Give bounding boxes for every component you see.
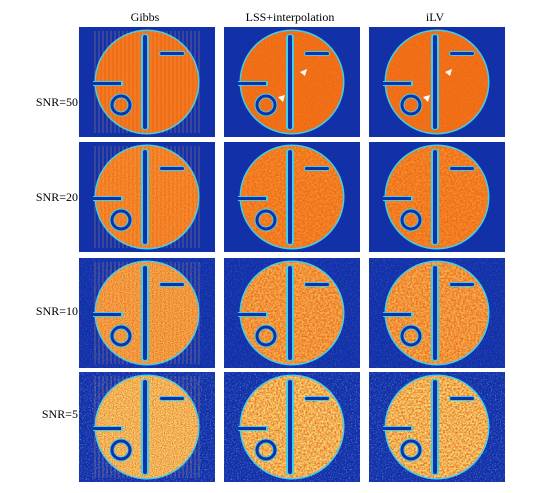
left-notch-snr20-gibbs bbox=[93, 197, 121, 200]
left-notch-snr50-lss bbox=[238, 82, 266, 85]
left-notch-snr10-gibbs bbox=[93, 313, 121, 316]
panel-snr50-gibbs bbox=[79, 27, 215, 137]
horizontal-bar-snr10-ilv bbox=[450, 283, 474, 286]
column-title-gibbs: Gibbs bbox=[130, 10, 160, 24]
small-ring-snr20-lss bbox=[255, 209, 277, 231]
panel-snr50-lss bbox=[224, 27, 360, 137]
arrowhead-lower-snr50-lss bbox=[278, 95, 285, 102]
left-notch-snr5-lss bbox=[238, 427, 266, 430]
horizontal-bar-snr50-lss bbox=[305, 52, 329, 55]
row-label-snr50: SNR=50 bbox=[35, 95, 78, 109]
left-notch-snr50-gibbs bbox=[93, 82, 121, 85]
vertical-slot-snr50-gibbs bbox=[143, 35, 147, 129]
horizontal-bar-snr20-ilv bbox=[450, 167, 474, 170]
vertical-slot-snr20-lss bbox=[288, 150, 292, 244]
vertical-slot-snr20-ilv bbox=[433, 150, 437, 244]
small-ring-snr20-gibbs bbox=[110, 209, 132, 231]
small-ring-snr50-lss bbox=[255, 94, 277, 116]
arrowhead-lower-snr50-ilv bbox=[423, 95, 430, 102]
panel-snr20-lss bbox=[224, 142, 360, 252]
small-ring-snr50-gibbs bbox=[110, 94, 132, 116]
panel-snr10-gibbs bbox=[79, 258, 215, 368]
panel-snr5-ilv bbox=[369, 372, 505, 482]
vertical-slot-snr20-gibbs bbox=[143, 150, 147, 244]
small-ring-snr10-ilv bbox=[400, 325, 422, 347]
left-notch-snr20-lss bbox=[238, 197, 266, 200]
vertical-slot-snr5-gibbs bbox=[143, 380, 147, 474]
small-ring-snr50-ilv bbox=[400, 94, 422, 116]
arrowhead-upper-snr50-ilv bbox=[445, 69, 452, 76]
column-title-lss: LSS+interpolation bbox=[245, 10, 335, 24]
horizontal-bar-snr5-gibbs bbox=[160, 397, 184, 400]
column-title-ilv: iLV bbox=[425, 10, 445, 24]
panel-snr5-lss bbox=[224, 372, 360, 482]
vertical-slot-snr10-lss bbox=[288, 266, 292, 360]
row-label-snr20: SNR=20 bbox=[35, 190, 78, 204]
panel-snr10-ilv bbox=[369, 258, 505, 368]
arrowhead-upper-snr50-lss bbox=[300, 69, 307, 76]
row-label-snr10: SNR=10 bbox=[35, 304, 78, 318]
horizontal-bar-snr5-lss bbox=[305, 397, 329, 400]
horizontal-bar-snr50-ilv bbox=[450, 52, 474, 55]
horizontal-bar-snr10-gibbs bbox=[160, 283, 184, 286]
left-notch-snr5-gibbs bbox=[93, 427, 121, 430]
small-ring-snr5-ilv bbox=[400, 439, 422, 461]
vertical-slot-snr50-ilv bbox=[433, 35, 437, 129]
row-label-snr5: SNR=5 bbox=[41, 407, 78, 421]
vertical-slot-snr10-gibbs bbox=[143, 266, 147, 360]
left-notch-snr20-ilv bbox=[383, 197, 411, 200]
vertical-slot-snr10-ilv bbox=[433, 266, 437, 360]
small-ring-snr5-lss bbox=[255, 439, 277, 461]
panel-snr20-gibbs bbox=[79, 142, 215, 252]
horizontal-bar-snr20-lss bbox=[305, 167, 329, 170]
panel-snr50-ilv bbox=[369, 27, 505, 137]
panel-snr10-lss bbox=[224, 258, 360, 368]
left-notch-snr10-ilv bbox=[383, 313, 411, 316]
small-ring-snr10-lss bbox=[255, 325, 277, 347]
small-ring-snr10-gibbs bbox=[110, 325, 132, 347]
horizontal-bar-snr5-ilv bbox=[450, 397, 474, 400]
small-ring-snr5-gibbs bbox=[110, 439, 132, 461]
horizontal-bar-snr20-gibbs bbox=[160, 167, 184, 170]
left-notch-snr5-ilv bbox=[383, 427, 411, 430]
vertical-slot-snr5-lss bbox=[288, 380, 292, 474]
left-notch-snr10-lss bbox=[238, 313, 266, 316]
small-ring-snr20-ilv bbox=[400, 209, 422, 231]
panel-snr5-gibbs bbox=[79, 372, 215, 482]
horizontal-bar-snr50-gibbs bbox=[160, 52, 184, 55]
left-notch-snr50-ilv bbox=[383, 82, 411, 85]
panel-snr20-ilv bbox=[369, 142, 505, 252]
vertical-slot-snr5-ilv bbox=[433, 380, 437, 474]
horizontal-bar-snr10-lss bbox=[305, 283, 329, 286]
vertical-slot-snr50-lss bbox=[288, 35, 292, 129]
